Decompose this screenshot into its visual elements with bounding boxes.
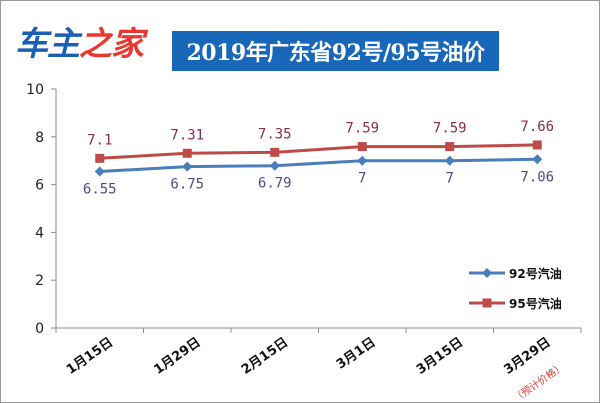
data-label: 7 <box>358 171 366 187</box>
data-point <box>357 155 368 166</box>
x-tick-label: 3月15日 <box>414 335 466 378</box>
data-point <box>182 148 192 158</box>
series-line <box>99 157 538 173</box>
legend-marker <box>482 268 492 278</box>
title-banner: 2019年广东省92号/95号油价 <box>172 31 499 71</box>
data-point <box>444 155 455 166</box>
y-tick-label: 8 <box>35 130 44 146</box>
x-tick-label: 1月29日 <box>151 335 203 378</box>
x-tick-label: 2月15日 <box>239 335 291 378</box>
logo-text-part1: 车主 <box>15 24 83 63</box>
series-layer <box>94 140 543 177</box>
data-point <box>182 161 193 172</box>
data-label: 6.55 <box>83 181 117 197</box>
x-tick-label: 1月15日 <box>64 335 116 378</box>
y-tick-label: 0 <box>35 321 44 337</box>
data-label-layer: 6.55 6.75 6.79 7 7 7.06 7.1 7.31 7.35 7.59 7.59 7.6… <box>83 119 554 198</box>
data-label: 7.59 <box>345 121 379 137</box>
legend: 92号汽油 95号汽油 <box>469 266 562 311</box>
legend-label: 92号汽油 <box>509 266 562 281</box>
data-label: 7 <box>446 171 454 187</box>
data-label: 7.59 <box>433 121 467 137</box>
data-point <box>95 153 105 163</box>
chart-title: 2019年广东省92号/95号油价 <box>186 40 486 66</box>
series-line <box>99 143 538 160</box>
y-tick-label: 4 <box>35 225 44 241</box>
data-label: 7.66 <box>520 119 554 135</box>
x-tick-label: 3月1日 <box>334 335 379 373</box>
data-label: 7.31 <box>170 127 204 143</box>
data-point <box>357 142 367 152</box>
logo-text: 车主之家 <box>15 24 149 63</box>
data-point <box>532 140 542 150</box>
legend-label: 95号汽油 <box>509 296 562 311</box>
logo-text-part2: 之家 <box>79 24 149 63</box>
data-label: 6.75 <box>170 177 204 193</box>
data-point <box>445 142 455 152</box>
logo: 车主之家 <box>15 24 150 63</box>
data-label: 7.35 <box>258 126 292 142</box>
data-point <box>269 160 280 171</box>
data-label: 7.1 <box>87 132 112 148</box>
y-tick-label: 2 <box>35 273 44 289</box>
data-point <box>270 147 280 157</box>
legend-marker <box>482 298 492 308</box>
y-tick-label: 6 <box>35 178 44 194</box>
y-tick-label: 10 <box>26 82 44 98</box>
data-label: 7.06 <box>520 169 554 185</box>
data-point <box>532 154 543 165</box>
data-label: 6.79 <box>258 176 292 192</box>
data-point <box>94 166 105 177</box>
